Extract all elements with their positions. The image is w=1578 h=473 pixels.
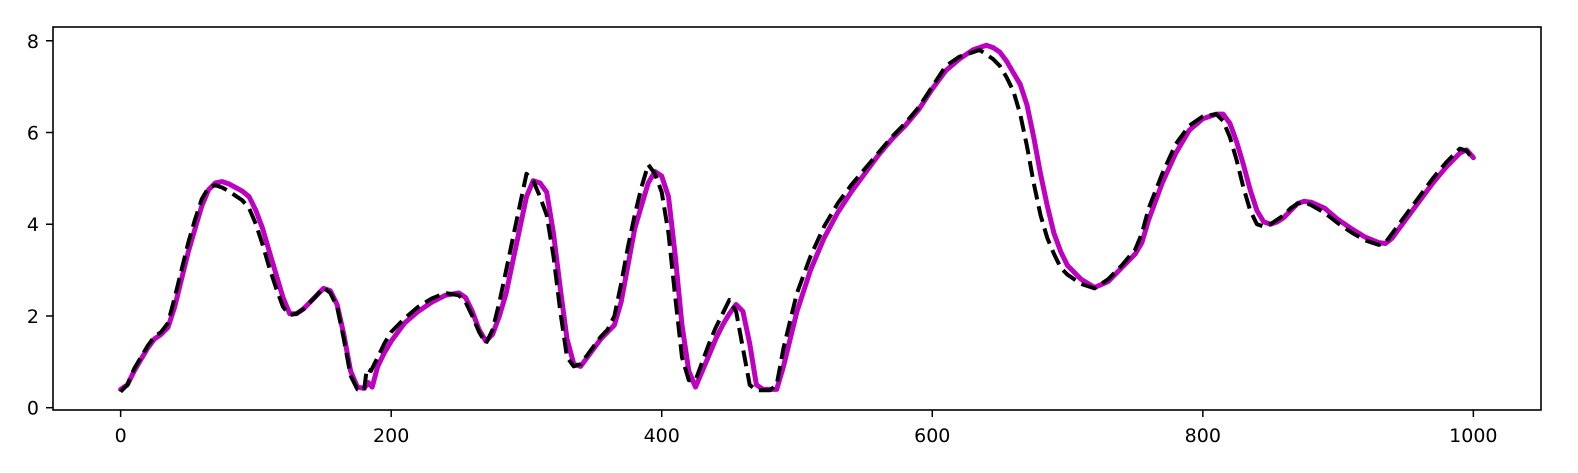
dashed-series-line (119, 47, 1476, 394)
y-tick-label: 8 (27, 31, 39, 53)
x-axis: 0 200 400 600 800 1000 (115, 410, 1498, 447)
y-tick-label: 0 (27, 398, 39, 420)
x-tick-label: 1000 (1449, 425, 1497, 447)
series-layer (118, 42, 1476, 394)
y-tick-label: 6 (27, 122, 39, 144)
y-axis: 0 2 4 6 8 (27, 31, 53, 420)
x-tick-label: 0 (115, 425, 127, 447)
y-tick-label: 2 (27, 306, 39, 328)
y-tick-label: 4 (27, 214, 39, 236)
plot-frame (52, 26, 1542, 411)
x-tick-label: 400 (644, 425, 680, 447)
x-tick-label: 200 (373, 425, 409, 447)
x-tick-label: 600 (914, 425, 950, 447)
x-tick-label: 800 (1185, 425, 1221, 447)
